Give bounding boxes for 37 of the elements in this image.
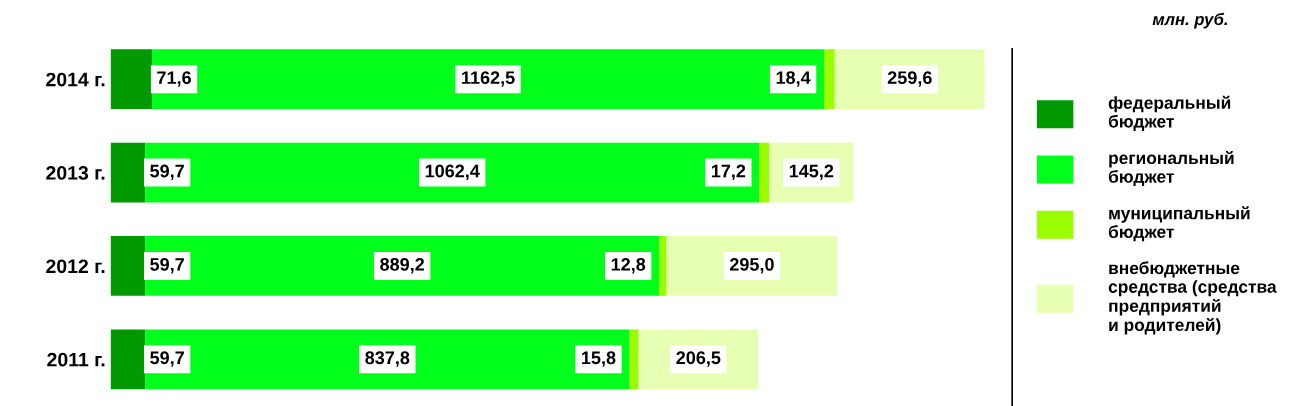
data-label: 15,8 [582, 351, 616, 367]
data-label: 295,0 [729, 257, 774, 274]
y-tick-label: 2011 г. [47, 352, 105, 367]
text: млн. руб. [1152, 12, 1228, 29]
data-label: 145,2 [789, 164, 834, 181]
data-label: 59,7 [150, 257, 184, 274]
data-label: 17,2 [711, 164, 746, 181]
bar [110, 49, 152, 110]
y-tick-label: 2012 г. [46, 259, 105, 274]
bar [145, 236, 660, 296]
bar [824, 49, 835, 110]
data-label: 59,7 [150, 351, 184, 367]
bar [145, 142, 760, 203]
data-label: 259,6 [887, 71, 932, 87]
bar [110, 142, 146, 203]
legend-label: муниципальный бюджет [1108, 206, 1250, 242]
y-tick-label: 2014 г. [46, 72, 105, 87]
bar [151, 49, 825, 110]
bar [759, 142, 770, 203]
data-label: 206,5 [676, 351, 721, 367]
legend-label: внебюджетные средства (средства предприятий и родителей) [1108, 261, 1277, 335]
data-label: 889,2 [380, 257, 425, 274]
data-label: 59,7 [150, 164, 184, 181]
bar [110, 329, 146, 390]
bar [659, 236, 667, 296]
data-label: 1062,4 [425, 164, 480, 181]
legend-label: региональный бюджет [1108, 151, 1234, 187]
bar [145, 329, 630, 390]
bar [110, 236, 146, 296]
data-label: 12,8 [611, 257, 646, 274]
legend-label: федеральный бюджет [1108, 95, 1231, 131]
data-label: 18,4 [776, 71, 811, 87]
y-tick-label: 2013 г. [46, 166, 105, 180]
data-label: 837,8 [365, 351, 410, 367]
bar [629, 329, 639, 390]
data-label: 1162,5 [462, 71, 515, 87]
data-label: 71,6 [157, 71, 191, 87]
